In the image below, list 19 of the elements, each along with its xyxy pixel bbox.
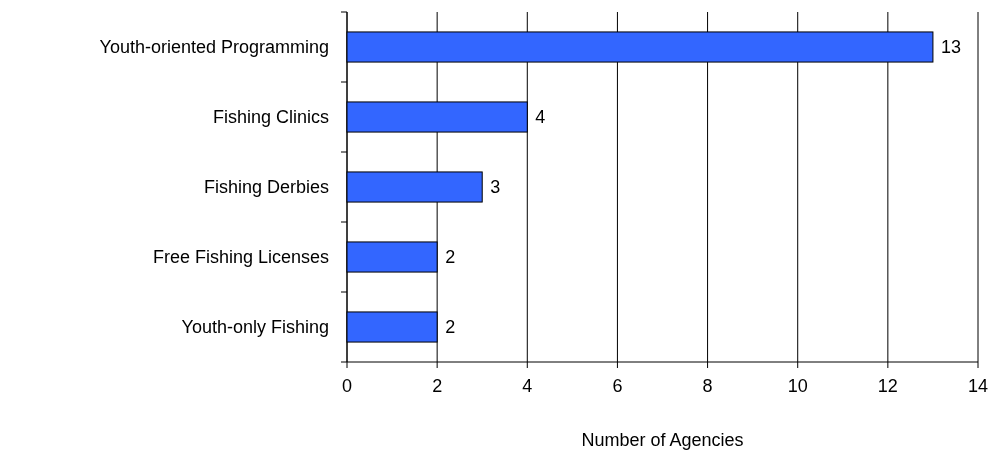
data-label: 2 <box>445 317 456 338</box>
y-tick-label: Fishing Derbies <box>203 177 329 198</box>
data-label: 2 <box>445 247 456 268</box>
x-axis-title: Number of Agencies <box>581 430 744 450</box>
x-tick-label: 12 <box>877 376 898 396</box>
x-tick-label: 10 <box>787 376 808 396</box>
x-tick-label: 0 <box>341 376 353 396</box>
x-tick-label: 6 <box>612 376 623 396</box>
x-tick-label: 14 <box>967 376 989 396</box>
y-tick-label: Youth-oriented Programming <box>99 37 329 58</box>
x-tick-label: 8 <box>702 376 713 396</box>
data-label: 3 <box>490 177 501 198</box>
y-tick-label: Youth-only Fishing <box>181 317 329 338</box>
data-label: 4 <box>535 107 546 128</box>
x-tick-label: 2 <box>432 376 443 396</box>
y-tick-label: Fishing Clinics <box>212 107 329 128</box>
y-tick-label: Free Fishing Licenses <box>152 247 329 268</box>
data-label: 13 <box>940 37 961 58</box>
x-tick-label: 4 <box>522 376 533 396</box>
